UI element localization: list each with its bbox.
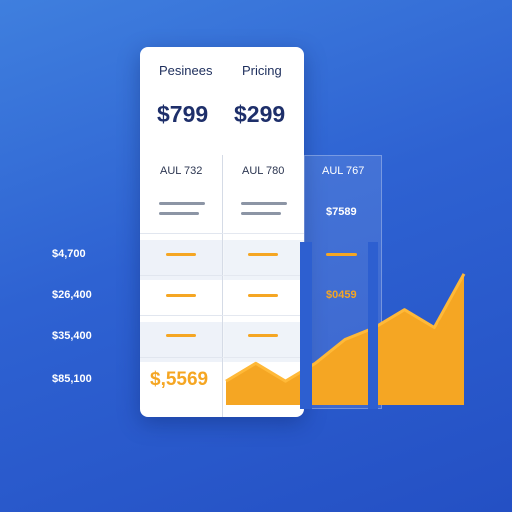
indicator-line [166,294,196,297]
chart-line [225,273,466,383]
indicator-line [326,253,357,256]
placeholder-line [159,212,199,215]
indicator-line [248,334,278,337]
y-axis-label: $26,400 [52,289,92,301]
account-label-3: AUL 767 [322,165,365,177]
indicator-line [248,294,278,297]
total-value: $,5569 [150,369,209,390]
price-value-2: $299 [234,101,286,127]
price-value-1: $799 [157,101,209,127]
right-value-3: $0459 [326,289,357,301]
placeholder-line [241,212,281,215]
account-label-1: AUL 732 [160,165,203,177]
column-divider [222,155,223,417]
chart-point [438,319,447,328]
right-value-1: $7589 [326,206,357,218]
y-axis-label: $35,400 [52,330,92,342]
account-label-2: AUL 780 [242,165,285,177]
indicator-line [248,253,278,256]
row-divider [140,315,304,316]
column-header-pricing: Pricing [242,63,282,78]
placeholder-line [159,202,205,205]
chart-area [226,273,464,405]
row-divider [140,357,304,358]
indicator-line [166,253,196,256]
pricing-table-card [140,47,304,417]
indicator-line [166,334,196,337]
row-divider [140,275,304,276]
column-header-plan: Pesinees [159,63,213,78]
y-axis-label: $4,700 [52,248,86,260]
row-divider [140,233,304,234]
chart-gap [368,242,378,409]
y-axis-label: $85,100 [52,373,92,385]
chart-gap [300,242,312,409]
placeholder-line [241,202,287,205]
